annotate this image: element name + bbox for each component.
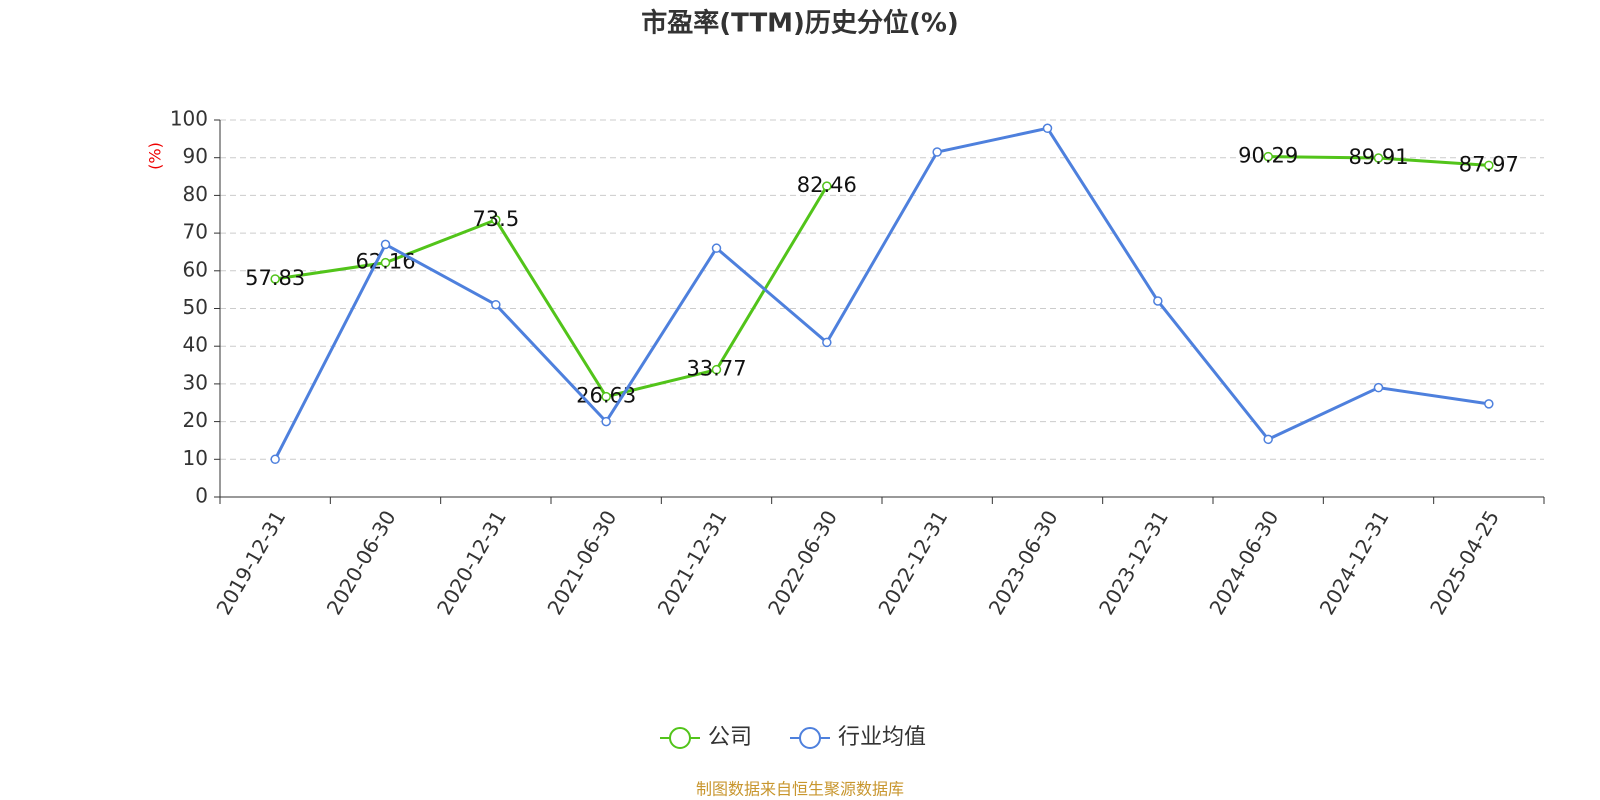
legend-label: 公司 [708,725,752,750]
x-tick-label: 2019-12-31 [211,506,290,619]
data-label: 62.16 [355,250,415,274]
y-axis-label: (%) [146,142,165,170]
data-point [711,364,722,375]
x-tick-label: 2023-06-30 [984,506,1063,619]
data-label: 90.29 [1238,144,1298,168]
x-tick-label: 2021-06-30 [542,506,621,619]
data-point [270,274,280,284]
y-tick-label: 80 [183,182,208,206]
x-tick-label: 2022-12-31 [873,506,952,619]
y-tick-label: 10 [183,446,208,470]
data-point [1263,434,1273,445]
y-tick-label: 60 [183,257,208,281]
y-tick-label: 50 [183,295,208,319]
legend-marker [799,727,821,749]
x-tick-label: 2021-12-31 [653,506,732,619]
data-point [380,257,391,268]
data-point [380,239,391,250]
data-point [491,299,501,310]
y-tick-label: 30 [183,370,208,394]
x-tick-label: 2023-12-31 [1094,506,1173,619]
series-line [273,126,1490,460]
y-tick-label: 100 [170,107,208,131]
data-point [822,181,832,191]
data-point [1373,153,1384,163]
data-point [601,391,611,402]
x-tick-label: 2022-06-30 [763,506,842,619]
data-label: 89.91 [1348,145,1408,169]
data-point [491,215,501,225]
data-point [1373,382,1384,393]
data-point [601,416,611,427]
data-label: 87.97 [1459,152,1519,176]
x-tick-label: 2020-06-30 [322,506,401,619]
data-label: 57.83 [245,266,305,290]
legend-marker [669,727,691,749]
data-point [932,147,942,157]
data-point [1263,151,1273,162]
legend-label: 行业均值 [838,725,926,750]
data-point [1042,123,1053,134]
chart-title: 市盈率(TTM)历史分位(%) [641,8,959,39]
y-tick-label: 40 [183,333,208,357]
x-tick-label: 2024-12-31 [1315,506,1394,619]
x-tick-label: 2020-12-31 [432,506,511,619]
y-tick-label: 90 [183,144,208,168]
data-label: 82.46 [797,173,857,197]
x-tick-label: 2025-04-25 [1425,506,1504,619]
x-tick-label: 2024-06-30 [1204,506,1283,619]
data-point [822,337,832,348]
y-tick-label: 20 [183,408,208,432]
series-line [274,155,1489,399]
data-point [711,243,722,253]
y-tick-label: 70 [183,220,208,244]
data-point [270,454,280,465]
data-point [1153,296,1163,306]
source-note: 制图数据来自恒生聚源数据库 [696,780,904,799]
data-point [1484,399,1494,409]
data-point [1484,160,1494,171]
data-label: 33.77 [686,357,746,381]
data-label: 73.5 [472,207,519,231]
y-tick-label: 0 [195,484,208,508]
